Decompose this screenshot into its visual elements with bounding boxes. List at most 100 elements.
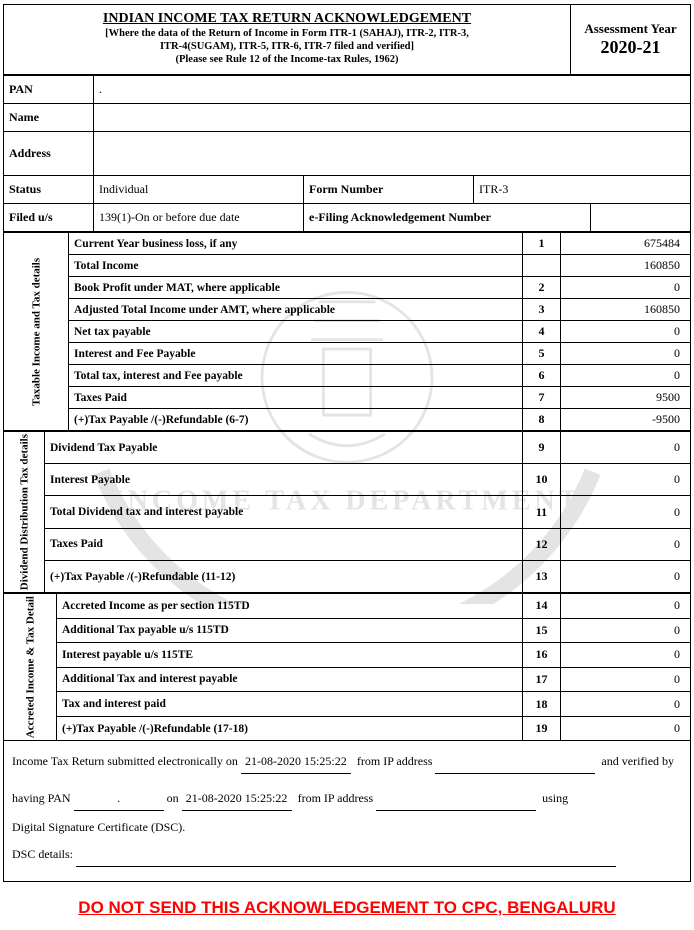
- row-val: 0: [561, 496, 691, 528]
- dsc-line: Digital Signature Certificate (DSC).: [12, 817, 682, 839]
- dividend-section: Dividend Distribution Tax details Divide…: [3, 431, 691, 593]
- row-num: 2: [523, 277, 561, 299]
- row-num: 14: [523, 594, 561, 619]
- taxable-section: Taxable Income and Tax details Current Y…: [3, 232, 691, 431]
- table-row: Dividend Tax Payable: [45, 432, 523, 464]
- row-num: 19: [523, 716, 561, 741]
- row-num: 4: [523, 321, 561, 343]
- pan-value: .: [94, 76, 691, 104]
- row-val: 675484: [561, 233, 691, 255]
- table-row: Current Year business loss, if any: [69, 233, 523, 255]
- row-val: 0: [561, 560, 691, 592]
- row-val: 0: [561, 716, 691, 741]
- footer-text: and verified by: [601, 754, 674, 768]
- row-val: 0: [561, 365, 691, 387]
- row-val: 9500: [561, 387, 691, 409]
- row-num: 5: [523, 343, 561, 365]
- header-table: INDIAN INCOME TAX RETURN ACKNOWLEDGEMENT…: [3, 4, 691, 75]
- verify-date: 21-08-2020 15:25:22: [182, 788, 292, 811]
- address-label: Address: [4, 132, 94, 176]
- doc-sub2: ITR-4(SUGAM), ITR-5, ITR-6, ITR-7 filed …: [8, 40, 566, 53]
- table-row: Book Profit under MAT, where applicable: [69, 277, 523, 299]
- pan-label: PAN: [4, 76, 94, 104]
- table-row: (+)Tax Payable /(-)Refundable (11-12): [45, 560, 523, 592]
- table-row: Interest payable u/s 115TE: [57, 643, 523, 668]
- table-row: (+)Tax Payable /(-)Refundable (17-18): [57, 716, 523, 741]
- footer-text: using: [542, 791, 568, 805]
- filed-us-label: Filed u/s: [4, 204, 94, 232]
- submit-date: 21-08-2020 15:25:22: [241, 751, 351, 774]
- table-row: Additional Tax payable u/s 115TD: [57, 618, 523, 643]
- table-row: Total Dividend tax and interest payable: [45, 496, 523, 528]
- accreted-section: Accreted Income & Tax Detail Accreted In…: [3, 593, 691, 741]
- assessment-year-label: Assessment Year: [576, 21, 685, 37]
- form-number-label: Form Number: [304, 176, 474, 204]
- dividend-heading: Dividend Distribution Tax details: [4, 432, 45, 593]
- table-row: Interest and Fee Payable: [69, 343, 523, 365]
- row-num: 12: [523, 528, 561, 560]
- doc-sub1: [Where the data of the Return of Income …: [8, 27, 566, 40]
- table-row: Taxes Paid: [45, 528, 523, 560]
- footer-text: on: [167, 791, 179, 805]
- table-row: Adjusted Total Income under AMT, where a…: [69, 299, 523, 321]
- row-num: 7: [523, 387, 561, 409]
- row-num: [523, 255, 561, 277]
- ip-address-2: [376, 788, 536, 811]
- dsc-details-value: [76, 844, 616, 867]
- doc-sub3: (Please see Rule 12 of the Income-tax Ru…: [8, 53, 566, 66]
- row-num: 16: [523, 643, 561, 668]
- footer-text: from IP address: [298, 791, 374, 805]
- footer-text: having PAN: [12, 791, 71, 805]
- row-val: 0: [561, 643, 691, 668]
- row-val: 0: [561, 528, 691, 560]
- row-val: 0: [561, 343, 691, 365]
- row-val: 0: [561, 464, 691, 496]
- ip-address-1: [435, 751, 595, 774]
- table-row: Interest Payable: [45, 464, 523, 496]
- table-row: Net tax payable: [69, 321, 523, 343]
- table-row: Accreted Income as per section 115TD: [57, 594, 523, 619]
- table-row: Tax and interest paid: [57, 692, 523, 717]
- footer-declaration: Income Tax Return submitted electronical…: [3, 741, 691, 881]
- row-val: 0: [561, 692, 691, 717]
- row-num: 13: [523, 560, 561, 592]
- taxable-heading: Taxable Income and Tax details: [4, 233, 69, 431]
- footer-text: from IP address: [357, 754, 433, 768]
- row-val: 160850: [561, 255, 691, 277]
- name-label: Name: [4, 104, 94, 132]
- warning-text: DO NOT SEND THIS ACKNOWLEDGEMENT TO CPC,…: [3, 898, 691, 926]
- footer-text: Income Tax Return submitted electronical…: [12, 754, 238, 768]
- table-row: Taxes Paid: [69, 387, 523, 409]
- name-value: [94, 104, 691, 132]
- row-num: 18: [523, 692, 561, 717]
- row-num: 10: [523, 464, 561, 496]
- row-val: -9500: [561, 409, 691, 431]
- row-num: 17: [523, 667, 561, 692]
- row-val: 0: [561, 667, 691, 692]
- row-val: 0: [561, 594, 691, 619]
- table-row: Total tax, interest and Fee payable: [69, 365, 523, 387]
- row-num: 11: [523, 496, 561, 528]
- accreted-heading: Accreted Income & Tax Detail: [4, 594, 57, 741]
- status-value: Individual: [94, 176, 304, 204]
- filed-us-value: 139(1)-On or before due date: [94, 204, 304, 232]
- dsc-details-label: DSC details:: [12, 847, 73, 861]
- identity-table: PAN . Name Address Status Individual For…: [3, 75, 691, 232]
- doc-title: INDIAN INCOME TAX RETURN ACKNOWLEDGEMENT: [8, 5, 566, 27]
- table-row: Total Income: [69, 255, 523, 277]
- status-label: Status: [4, 176, 94, 204]
- ack-number-value: [591, 204, 691, 232]
- row-val: 160850: [561, 299, 691, 321]
- row-num: 8: [523, 409, 561, 431]
- verify-pan: .: [74, 788, 164, 811]
- address-value: [94, 132, 691, 176]
- table-row: (+)Tax Payable /(-)Refundable (6-7): [69, 409, 523, 431]
- row-num: 15: [523, 618, 561, 643]
- row-num: 9: [523, 432, 561, 464]
- row-val: 0: [561, 618, 691, 643]
- row-num: 3: [523, 299, 561, 321]
- row-num: 1: [523, 233, 561, 255]
- table-row: Additional Tax and interest payable: [57, 667, 523, 692]
- ack-number-label: e-Filing Acknowledgement Number: [304, 204, 591, 232]
- row-num: 6: [523, 365, 561, 387]
